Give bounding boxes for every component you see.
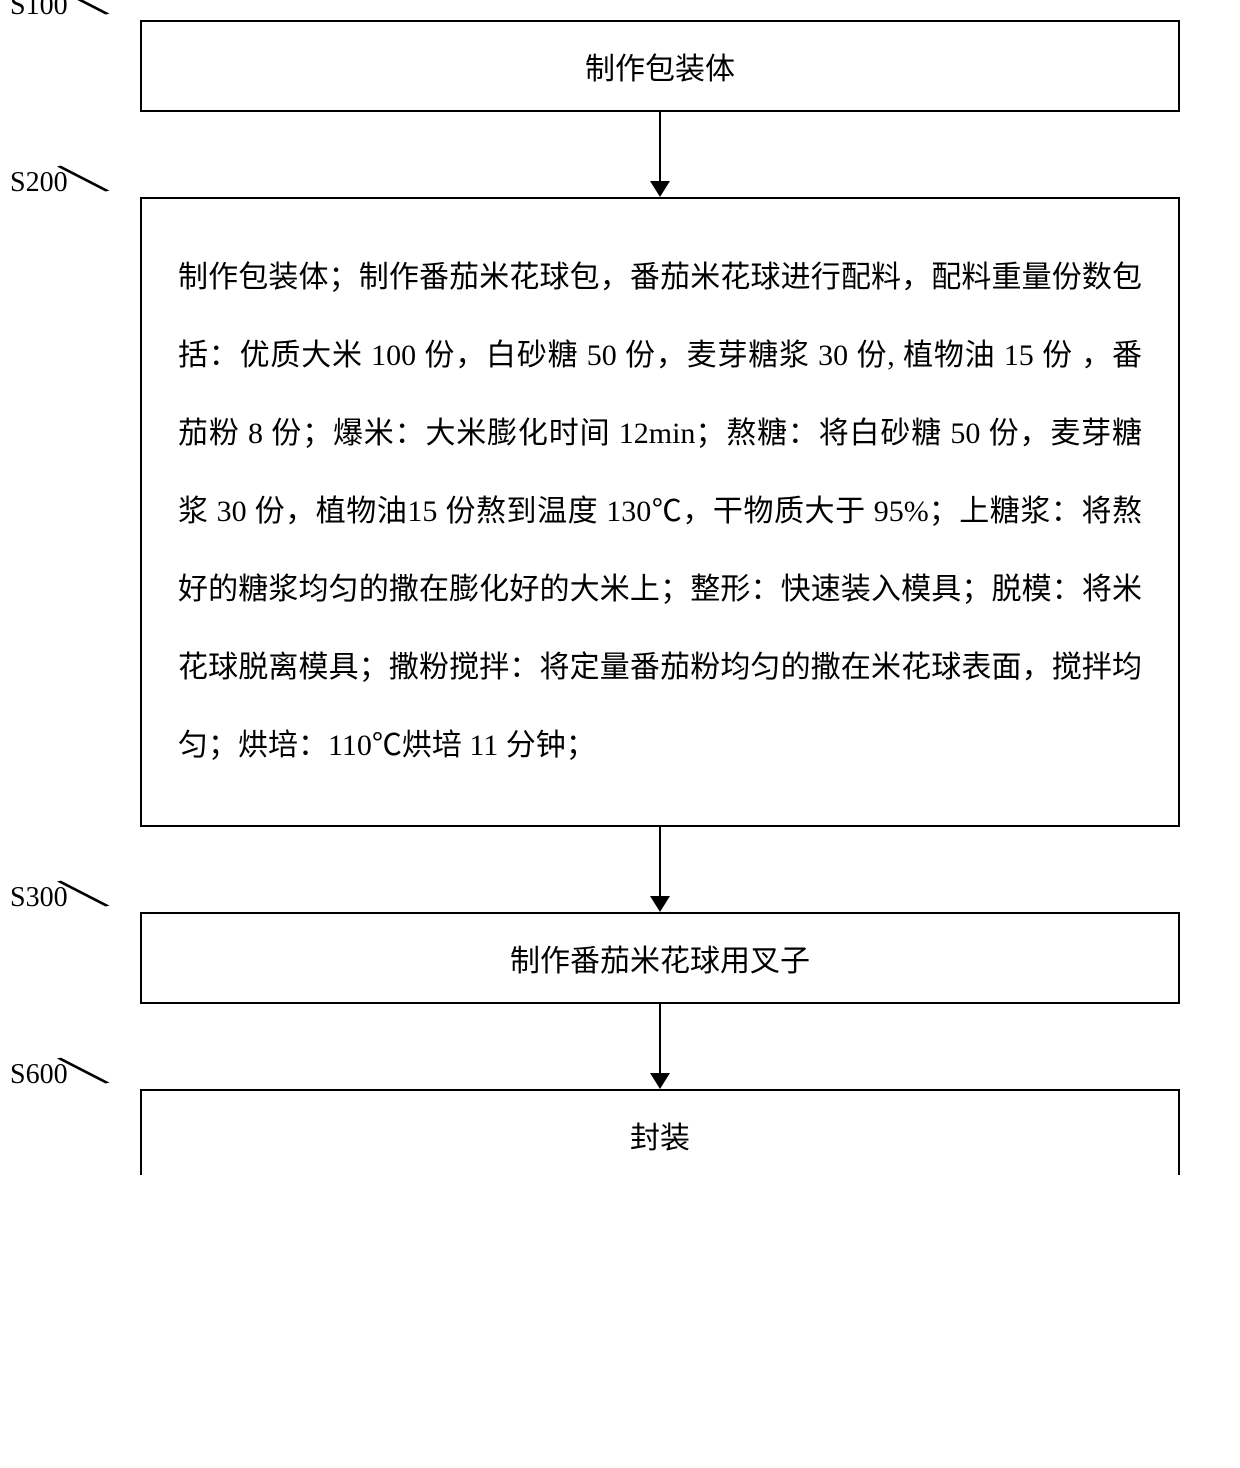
- arrow-s200-s300: [650, 827, 670, 912]
- step-label-s100: S100╲: [10, 0, 86, 20]
- step-box-s600: 封装: [140, 1089, 1180, 1175]
- arrow-shaft: [659, 827, 661, 897]
- step-box-s300: 制作番茄米花球用叉子: [140, 912, 1180, 1004]
- step-text: 制作番茄米花球用叉子: [510, 945, 810, 978]
- step-label-s200: S200╲: [10, 169, 86, 197]
- step-label-s300: S300╲: [10, 884, 86, 912]
- step-label-text: S300: [10, 882, 68, 913]
- step-text: 制作包装体: [585, 53, 735, 86]
- arrow-s100-s200: [650, 112, 670, 197]
- step-label-text: S200: [10, 167, 68, 198]
- arrow-shaft: [659, 112, 661, 182]
- step-text: 制作包装体；制作番茄米花球包，番茄米花球进行配料，配料重量份数包括：优质大米 1…: [178, 261, 1142, 762]
- step-label-text: S100: [10, 0, 68, 21]
- step-text: 封装: [630, 1122, 690, 1155]
- flowchart-step-s200: S200╲ 制作包装体；制作番茄米花球包，番茄米花球进行配料，配料重量份数包括：…: [140, 197, 1180, 827]
- flowchart-container: S100╲ 制作包装体 S200╲ 制作包装体；制作番茄米花球包，番茄米花球进行…: [140, 20, 1180, 1175]
- flowchart-step-s600: S600╲ 封装: [140, 1089, 1180, 1175]
- arrow-head-icon: [650, 1073, 670, 1089]
- step-label-s600: S600╲: [10, 1061, 86, 1089]
- arrow-s300-s600: [650, 1004, 670, 1089]
- flowchart-step-s100: S100╲ 制作包装体: [140, 20, 1180, 112]
- step-box-s200: 制作包装体；制作番茄米花球包，番茄米花球进行配料，配料重量份数包括：优质大米 1…: [140, 197, 1180, 827]
- flowchart-step-s300: S300╲ 制作番茄米花球用叉子: [140, 912, 1180, 1004]
- arrow-head-icon: [650, 896, 670, 912]
- step-label-text: S600: [10, 1059, 68, 1090]
- arrow-shaft: [659, 1004, 661, 1074]
- arrow-head-icon: [650, 181, 670, 197]
- step-box-s100: 制作包装体: [140, 20, 1180, 112]
